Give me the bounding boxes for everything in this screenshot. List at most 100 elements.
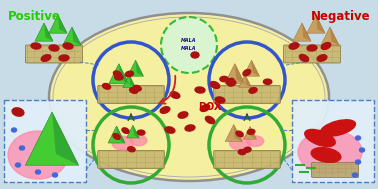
Polygon shape [133,125,139,138]
Polygon shape [330,27,339,45]
Ellipse shape [305,129,335,146]
Ellipse shape [243,70,251,76]
Polygon shape [239,75,251,88]
Ellipse shape [160,107,170,113]
Ellipse shape [113,134,120,139]
FancyBboxPatch shape [98,150,164,168]
Polygon shape [225,64,245,84]
Polygon shape [234,125,242,142]
Ellipse shape [20,146,25,150]
Polygon shape [52,112,79,165]
Polygon shape [123,75,135,88]
Polygon shape [58,15,67,33]
Ellipse shape [49,45,59,51]
Ellipse shape [210,82,220,88]
FancyBboxPatch shape [311,163,358,177]
Polygon shape [127,125,139,138]
Ellipse shape [15,163,20,167]
Ellipse shape [170,92,180,98]
Ellipse shape [165,127,175,133]
Ellipse shape [228,81,236,86]
Text: Negative: Negative [310,10,370,23]
Polygon shape [72,27,81,45]
Ellipse shape [137,130,145,135]
Ellipse shape [359,148,364,152]
Ellipse shape [191,52,199,58]
Ellipse shape [236,131,243,137]
Ellipse shape [238,150,246,155]
Polygon shape [293,23,311,41]
Ellipse shape [321,120,355,136]
Polygon shape [44,23,53,41]
Polygon shape [243,60,260,76]
Ellipse shape [130,88,138,93]
Ellipse shape [12,108,24,116]
Polygon shape [128,60,144,76]
Ellipse shape [321,43,331,49]
FancyBboxPatch shape [4,100,86,182]
Ellipse shape [122,128,129,133]
FancyBboxPatch shape [284,45,341,63]
Ellipse shape [53,173,57,177]
Ellipse shape [298,130,362,174]
FancyBboxPatch shape [214,85,280,103]
Text: MALA: MALA [181,39,197,43]
Polygon shape [316,15,325,33]
Ellipse shape [49,13,329,181]
Polygon shape [235,64,245,84]
Ellipse shape [133,85,141,91]
Ellipse shape [112,136,133,150]
FancyBboxPatch shape [214,150,280,168]
Polygon shape [109,64,129,84]
Polygon shape [35,23,53,41]
Ellipse shape [247,136,264,146]
Ellipse shape [178,112,188,118]
Ellipse shape [8,131,68,179]
Ellipse shape [289,43,299,49]
Ellipse shape [229,136,251,150]
Polygon shape [225,125,242,142]
Ellipse shape [355,136,361,140]
Ellipse shape [113,71,121,77]
Polygon shape [252,60,260,76]
Ellipse shape [63,43,73,49]
Ellipse shape [299,54,308,62]
Polygon shape [302,23,311,41]
Ellipse shape [41,55,51,61]
Circle shape [161,17,217,73]
Ellipse shape [185,125,195,131]
Text: MALA: MALA [181,46,197,51]
Ellipse shape [311,148,341,162]
Polygon shape [119,64,129,84]
Ellipse shape [307,45,317,51]
Ellipse shape [215,97,225,103]
Ellipse shape [317,55,327,61]
Ellipse shape [36,170,40,174]
Polygon shape [307,15,325,33]
Ellipse shape [11,128,17,132]
Ellipse shape [125,71,133,77]
Polygon shape [321,27,339,45]
Ellipse shape [128,147,135,152]
Polygon shape [108,126,125,143]
Ellipse shape [263,79,272,84]
Ellipse shape [247,129,255,134]
Ellipse shape [353,173,358,177]
Polygon shape [250,126,256,139]
Text: DOX: DOX [198,102,222,112]
Ellipse shape [355,160,361,164]
Text: Positive: Positive [8,10,61,23]
Polygon shape [49,15,67,33]
Ellipse shape [115,75,123,80]
Ellipse shape [130,135,147,146]
Ellipse shape [249,88,257,93]
Ellipse shape [31,43,41,49]
Ellipse shape [102,84,111,89]
Ellipse shape [195,87,205,93]
Ellipse shape [200,105,210,112]
FancyBboxPatch shape [292,100,374,182]
Ellipse shape [243,147,251,152]
Polygon shape [244,126,256,139]
Ellipse shape [205,116,215,124]
Polygon shape [63,27,81,45]
